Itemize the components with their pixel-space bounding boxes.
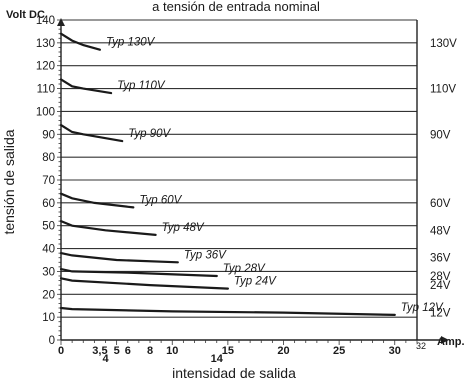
y-tick-label: 20 xyxy=(42,289,55,301)
y-tick-label: 110 xyxy=(37,84,55,96)
chart-title: a tensión de entrada nominal xyxy=(152,0,320,14)
x-tick-label-lower: 4 xyxy=(102,353,109,365)
series-label-4: Typ 48V xyxy=(162,222,205,234)
y-tick-label: 60 xyxy=(42,198,55,210)
x-tick-label: 3,5 xyxy=(92,345,107,357)
x-tick-label: 30 xyxy=(389,345,401,357)
right-voltage-label: 36V xyxy=(430,253,451,265)
right-voltage-label: 110V xyxy=(430,84,456,96)
axes xyxy=(57,18,449,345)
series-line-5 xyxy=(59,252,179,264)
y-axis-arrow xyxy=(57,18,65,26)
series-line-2 xyxy=(59,124,124,143)
x-tick-label: 10 xyxy=(166,345,178,357)
x-unit-label: Amp. xyxy=(437,336,465,348)
y-tick-label: 70 xyxy=(42,175,55,187)
y-unit-label: Volt DC xyxy=(6,9,45,21)
x-tick-label: 15 xyxy=(222,345,234,357)
y-tick-label: 120 xyxy=(36,61,55,73)
x-axis-title: intensidad de salida xyxy=(172,365,296,381)
series-label-6: Typ 28V xyxy=(223,263,266,275)
y-tick-label: 100 xyxy=(36,106,55,118)
series-line-7 xyxy=(59,277,229,290)
x-tick-label: 32 xyxy=(416,341,426,351)
y-tick-label: 10 xyxy=(42,312,55,324)
series-label-3: Typ 60V xyxy=(139,194,182,206)
series-label-8: Typ 12V xyxy=(401,302,444,314)
y-tick-label: 80 xyxy=(42,152,55,164)
right-voltage-label: 130V xyxy=(430,38,457,50)
series-line-4 xyxy=(59,220,157,236)
series-line-1 xyxy=(59,78,113,95)
series-line-6 xyxy=(59,268,218,278)
series-label-5: Typ 36V xyxy=(184,249,227,261)
grid-lines xyxy=(61,19,417,318)
series-line-8 xyxy=(59,306,396,316)
series-label-7: Typ 24V xyxy=(234,276,277,288)
x-tick-label: 8 xyxy=(147,345,153,357)
x-tick-label-lower: 14 xyxy=(211,353,224,365)
y-tick-label: 50 xyxy=(42,221,55,233)
y-tick-label: 40 xyxy=(42,244,55,256)
series-label-2: Typ 90V xyxy=(128,128,171,140)
right-voltage-label: 90V xyxy=(430,129,451,141)
series-line-3 xyxy=(59,192,135,209)
right-voltage-label: 48V xyxy=(430,225,451,237)
series-label-0: Typ 130V xyxy=(106,37,156,49)
right-voltage-label: 60V xyxy=(430,198,451,210)
series-label-1: Typ 110V xyxy=(117,80,166,92)
y-tick-label: 0 xyxy=(49,335,55,347)
y-tick-label: 130 xyxy=(36,38,55,50)
right-voltage-label: 24V xyxy=(430,280,451,292)
series-lines xyxy=(59,32,396,316)
x-axis-arrow xyxy=(441,336,449,344)
y-tick-label: 30 xyxy=(42,266,55,278)
x-tick-label: 20 xyxy=(277,345,289,357)
x-tick-label: 25 xyxy=(333,345,345,357)
x-tick-label: 6 xyxy=(125,345,131,357)
right-voltage-label: 12V xyxy=(430,308,451,320)
x-tick-label: 0 xyxy=(58,345,64,357)
right-voltage-label: 28V xyxy=(430,271,451,283)
series-line-0 xyxy=(59,32,101,51)
x-tick-label: 5 xyxy=(114,345,120,357)
y-tick-label: 140 xyxy=(36,15,55,27)
y-tick-label: 90 xyxy=(42,129,55,141)
y-axis-title: tensión de salida xyxy=(1,129,17,234)
